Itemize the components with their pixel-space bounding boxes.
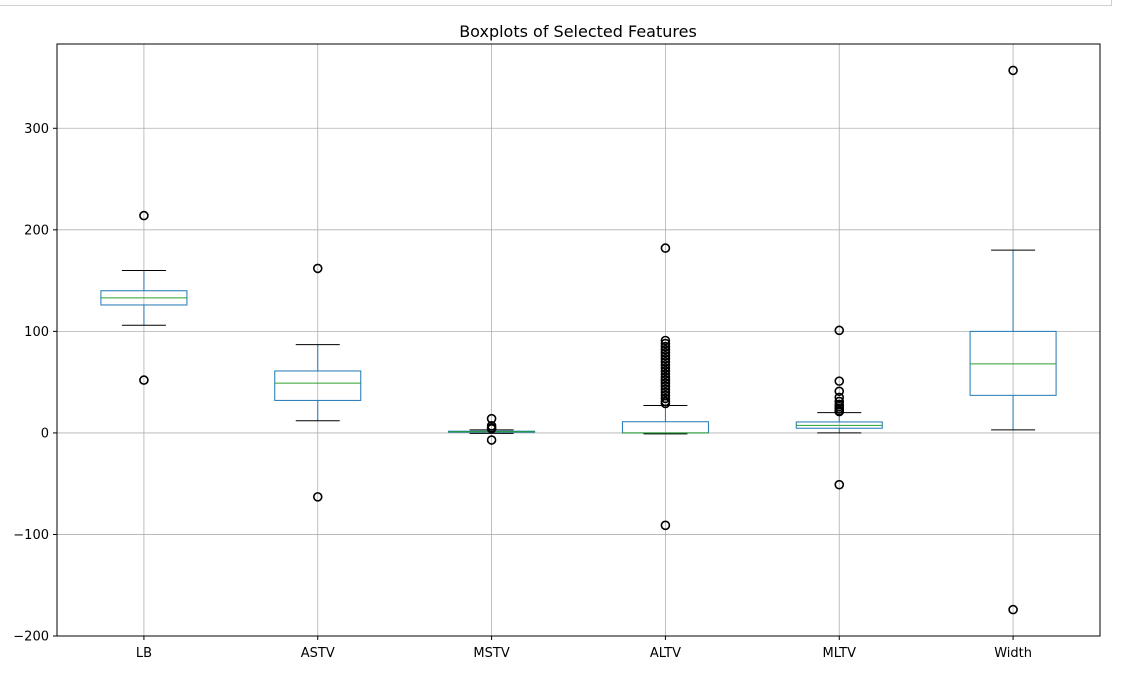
box-astv	[274, 263, 362, 502]
y-tick-label: −100	[13, 528, 49, 543]
x-tick-label: Width	[994, 646, 1032, 661]
grid-lines	[57, 44, 1100, 637]
outlier-point	[660, 387, 671, 398]
outlier-point	[834, 479, 845, 490]
boxplot-series	[100, 65, 1057, 615]
x-tick-label: LB	[136, 646, 152, 661]
box-altv	[621, 243, 709, 531]
outlier-point	[660, 381, 671, 392]
outlier-point	[1008, 604, 1018, 615]
y-tick-label: 200	[24, 223, 49, 238]
outlier-point	[660, 335, 671, 346]
outlier-point	[660, 338, 671, 349]
outlier-point	[139, 375, 149, 385]
iqr-box	[274, 370, 362, 401]
outlier-point	[486, 413, 497, 424]
outlier-point	[660, 350, 671, 361]
outlier-point	[660, 393, 671, 404]
box-mstv	[448, 413, 536, 445]
outlier-point	[834, 376, 845, 386]
box-lb	[100, 210, 188, 385]
y-tick-label: 0	[41, 426, 49, 441]
outlier-point	[660, 363, 671, 373]
outlier-point	[660, 520, 671, 531]
outlier-point	[660, 375, 671, 385]
outlier-point	[486, 424, 497, 434]
box-width	[969, 65, 1057, 615]
chart-title: Boxplots of Selected Features	[459, 22, 697, 41]
box-mltv	[795, 325, 883, 490]
outlier-point	[660, 347, 671, 358]
x-tick-label: ALTV	[650, 646, 681, 661]
outlier-point	[312, 263, 323, 274]
y-tick-label: 300	[24, 122, 49, 137]
outlier-point	[660, 341, 671, 352]
outlier-point	[660, 398, 671, 409]
outlier-point	[834, 392, 845, 403]
plot-frame	[56, 43, 1101, 637]
outlier-point	[660, 353, 671, 364]
x-axis: LB ASTV MSTV ALTV MLTV Width	[136, 636, 1032, 661]
outlier-point	[312, 492, 323, 502]
x-tick-label: MSTV	[473, 646, 509, 661]
outlier-point	[834, 406, 845, 417]
iqr-box	[969, 330, 1057, 396]
outlier-point	[834, 396, 845, 407]
outlier-point	[660, 366, 671, 376]
cell-output-border	[0, 0, 1112, 6]
outlier-point	[660, 360, 671, 370]
outlier-point	[834, 386, 845, 397]
y-tick-label: −200	[13, 630, 49, 645]
x-tick-label: ASTV	[301, 646, 335, 661]
outlier-point	[486, 435, 497, 445]
outlier-point	[660, 369, 671, 379]
outlier-point	[1008, 65, 1018, 76]
outlier-point	[660, 344, 671, 355]
outlier-point	[660, 243, 671, 253]
y-axis: −200 −100 0 100 200 300	[13, 122, 57, 645]
outlier-point	[660, 372, 671, 382]
outlier-point	[660, 384, 671, 395]
outlier-point	[660, 357, 671, 367]
outlier-point	[660, 378, 671, 388]
y-tick-label: 100	[24, 325, 49, 340]
outlier-point	[139, 210, 149, 221]
outlier-point	[834, 325, 845, 336]
x-tick-label: MLTV	[822, 646, 856, 661]
